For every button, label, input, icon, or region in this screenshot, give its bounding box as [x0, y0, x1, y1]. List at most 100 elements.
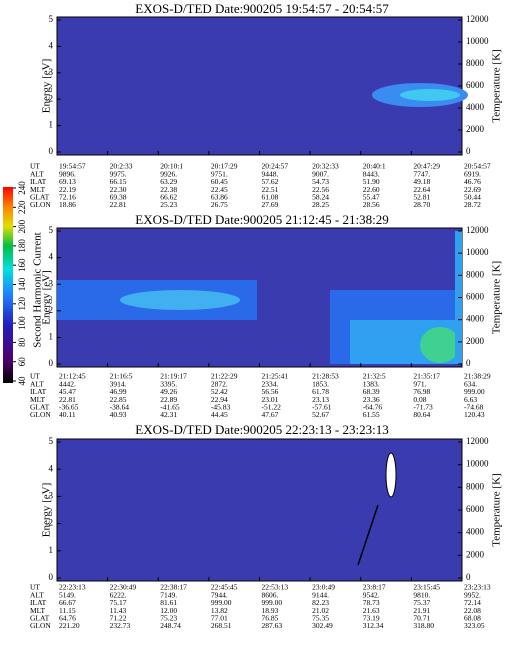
- table-cell: 22.45: [211, 185, 228, 194]
- table-cell: 11.15: [59, 606, 76, 615]
- y-tick-label: 0: [49, 146, 54, 156]
- table-cell: 999.00: [211, 598, 232, 607]
- table-cell: 77.01: [211, 614, 228, 623]
- table-row-label: GLON: [30, 200, 51, 209]
- spectrogram-region: [120, 290, 240, 310]
- table-cell: 76.85: [262, 614, 279, 623]
- table-cell: 20:40:1: [363, 162, 386, 171]
- y-tick-label: 1: [49, 331, 54, 341]
- table-cell: 21:38:29: [464, 372, 491, 381]
- table-cell: 64.76: [59, 614, 76, 623]
- y2-tick-label: 12000: [466, 436, 489, 446]
- table-cell: 21:28:53: [312, 372, 339, 381]
- y2-tick-label: 0: [466, 146, 471, 156]
- table-row-label: ALT: [30, 379, 44, 388]
- table-cell: 22.30: [110, 185, 127, 194]
- table-cell: 9144.: [312, 590, 329, 599]
- table-cell: 22.64: [413, 185, 430, 194]
- table-cell: 52.81: [413, 193, 430, 202]
- y2-tick-label: 8000: [466, 481, 485, 491]
- y-tick-label: 5: [49, 14, 54, 24]
- table-cell: 61.08: [262, 193, 279, 202]
- table-cell: 971.: [413, 379, 426, 388]
- y-tick-label: 2: [49, 93, 54, 103]
- table-cell: 22.81: [110, 200, 127, 209]
- table-cell: 72.14: [464, 598, 481, 607]
- chart-title: EXOS-D/TED Date:900205 19:54:57 - 20:54:…: [135, 1, 389, 16]
- table-cell: 52.67: [312, 410, 329, 419]
- table-cell: 312.34: [363, 621, 384, 630]
- y-tick-label: 5: [49, 225, 54, 235]
- table-cell: 21.02: [312, 606, 329, 615]
- table-cell: 21:35:17: [413, 372, 440, 381]
- table-cell: 9926.: [160, 169, 177, 178]
- table-cell: 11.43: [110, 606, 127, 615]
- table-cell: 2334.: [262, 379, 279, 388]
- table-cell: 21:16:5: [110, 372, 133, 381]
- table-cell: -74.68: [464, 403, 484, 412]
- colorbar-tick-label: 40: [17, 376, 27, 386]
- colorbar-tick-label: 140: [17, 277, 27, 291]
- table-cell: 21:25:41: [262, 372, 289, 381]
- table-cell: 28.56: [363, 200, 380, 209]
- chart-title: EXOS-D/TED Date:900205 21:12:45 - 21:38:…: [135, 212, 388, 227]
- table-cell: 20:24:57: [262, 162, 289, 171]
- table-cell: 61.78: [312, 387, 329, 396]
- y2-tick-label: 12000: [466, 225, 489, 235]
- table-cell: 18.86: [59, 200, 76, 209]
- table-cell: 81.61: [160, 598, 177, 607]
- spectrogram-region: [357, 504, 379, 566]
- colorbar: [3, 187, 13, 383]
- table-cell: 70.71: [413, 614, 430, 623]
- table-cell: 22:30:49: [110, 583, 137, 592]
- table-cell: 22.08: [464, 606, 481, 615]
- table-cell: 6222.: [110, 590, 127, 599]
- y-axis-label: Energy [eV]: [41, 59, 53, 113]
- table-cell: 50.44: [464, 193, 481, 202]
- table-cell: 22.19: [59, 185, 76, 194]
- table-cell: 22:53:13: [262, 583, 289, 592]
- table-cell: 75.17: [110, 598, 127, 607]
- table-cell: 49.26: [160, 387, 177, 396]
- table-cell: 9751.: [211, 169, 228, 178]
- table-cell: 23:23:13: [464, 583, 491, 592]
- table-cell: 3914.: [110, 379, 127, 388]
- table-cell: 18.93: [262, 606, 279, 615]
- y2-tick-label: 8000: [466, 269, 485, 279]
- y2-axis-label: Temperature [K]: [491, 473, 503, 546]
- table-cell: -41.65: [160, 403, 180, 412]
- table-cell: 7747.: [413, 169, 430, 178]
- table-cell: 46.99: [110, 387, 127, 396]
- table-cell: 20:2:33: [110, 162, 133, 171]
- table-cell: 8606.: [262, 590, 279, 599]
- table-cell: 9975.: [110, 169, 127, 178]
- table-cell: -51.22: [262, 403, 282, 412]
- y-axis-label: Energy [eV]: [41, 270, 53, 324]
- table-cell: 20:32:33: [312, 162, 339, 171]
- table-cell: 5149.: [59, 590, 76, 599]
- spectrogram-region: [400, 89, 460, 101]
- table-cell: 26.75: [211, 200, 228, 209]
- table-cell: 232.73: [110, 621, 131, 630]
- table-cell: 52.42: [211, 387, 228, 396]
- colorbar-tick-label: 160: [17, 258, 27, 272]
- table-cell: 22.89: [160, 395, 177, 404]
- table-cell: 75.37: [413, 598, 430, 607]
- table-cell: 23.01: [262, 395, 279, 404]
- table-cell: 120.43: [464, 410, 485, 419]
- y-tick-label: 2: [49, 518, 54, 528]
- table-cell: 999.00: [262, 598, 283, 607]
- table-cell: 40.11: [59, 410, 76, 419]
- table-cell: 54.73: [312, 177, 329, 186]
- y2-tick-label: 10000: [466, 36, 489, 46]
- colorbar-tick-label: 180: [17, 239, 27, 253]
- y2-tick-label: 12000: [466, 14, 489, 24]
- y-tick-label: 4: [49, 252, 54, 262]
- table-cell: 23:0:49: [312, 583, 335, 592]
- y-tick-label: 1: [49, 545, 54, 555]
- table-cell: 68.39: [363, 387, 380, 396]
- table-cell: 42.31: [160, 410, 177, 419]
- table-cell: 63.86: [211, 193, 228, 202]
- table-cell: 20:10:1: [160, 162, 183, 171]
- table-cell: 28.70: [413, 200, 430, 209]
